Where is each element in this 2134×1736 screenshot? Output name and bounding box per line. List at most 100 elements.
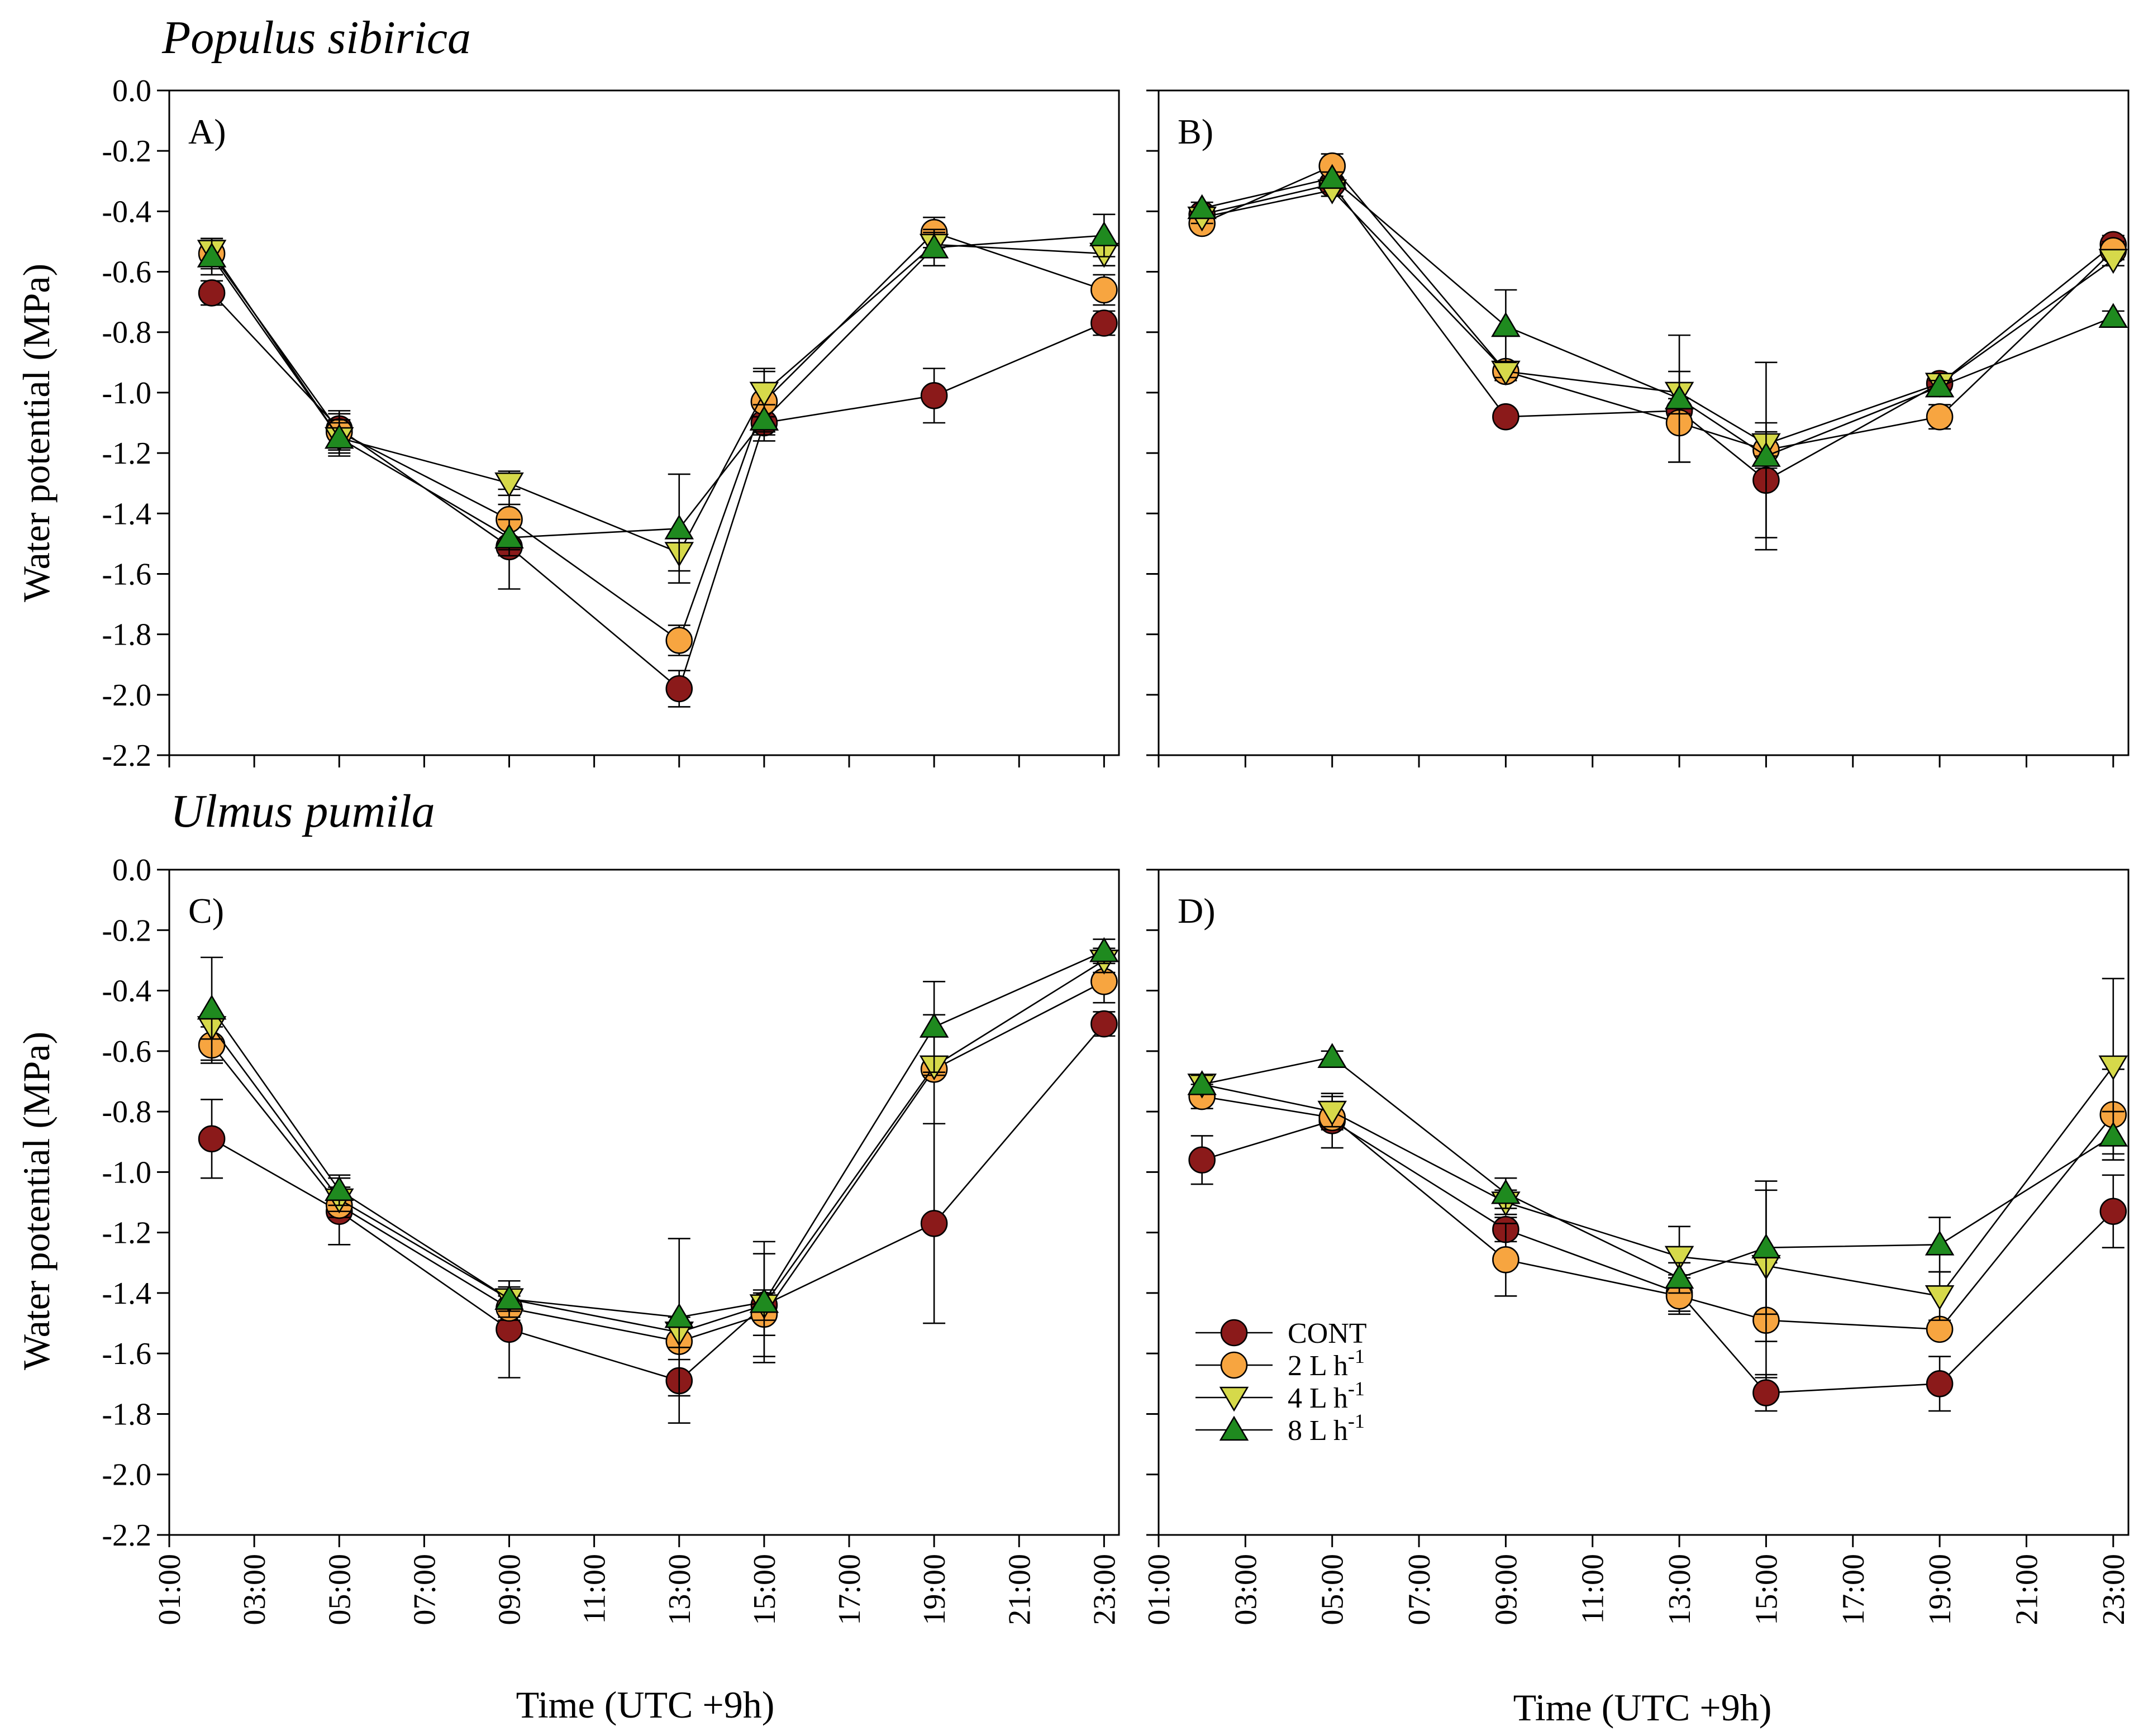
data-point-l2 (665, 627, 693, 654)
series-l8 (197, 937, 1119, 1397)
data-point-l8 (1491, 312, 1521, 337)
data-point-l8 (749, 1287, 779, 1313)
data-point-l8 (919, 233, 949, 259)
plot-frame (1157, 89, 2130, 756)
data-point-l8 (1751, 1233, 1781, 1259)
data-point-l8 (494, 523, 524, 549)
x-tick-label: 13:00 (1663, 1554, 1697, 1625)
data-point-l8 (2098, 303, 2128, 328)
data-point-l8 (1187, 194, 1217, 220)
data-point-l4 (2098, 249, 2128, 274)
y-tick-label: -2.2 (102, 738, 151, 773)
data-point-l8 (1317, 1043, 1347, 1068)
series-line-l8 (211, 235, 1104, 538)
y-tick-label: -0.2 (102, 134, 151, 169)
y-tick-label: -1.2 (102, 1216, 151, 1251)
panel-label: A) (188, 112, 226, 151)
y-tick-label: -0.8 (102, 1095, 151, 1129)
y-tick-label: -2.0 (102, 678, 151, 713)
legend-label: 8 L h-1 (1288, 1410, 1365, 1447)
x-tick-label: 17:00 (832, 1554, 867, 1625)
x-tick-label: 05:00 (1316, 1554, 1350, 1625)
data-point-l8 (1664, 1263, 1694, 1289)
x-tick-label: 01:00 (153, 1554, 187, 1625)
species-title-bottom: Ulmus pumila (170, 785, 435, 837)
y-tick-label: -1.6 (102, 557, 151, 592)
series-l4 (197, 231, 1119, 572)
y-axis-title-bottom: Water potential (MPa) (15, 1032, 58, 1370)
plot-frame (168, 869, 1120, 1536)
data-point-l8 (324, 1176, 354, 1201)
legend-marker-l2 (1220, 1351, 1248, 1379)
data-point-l4 (749, 381, 779, 407)
panel-3: 01:00 03:00 05:00 07:00 09:00 11:00 13:00 15:00… (1142, 869, 2131, 1625)
data-point-cont (1090, 1010, 1118, 1038)
legend-item-cont: CONT (1195, 1318, 1367, 1349)
data-point-l8 (324, 423, 354, 449)
series-l4 (1187, 977, 2128, 1342)
data-point-l2 (1492, 1246, 1519, 1274)
x-tick-label: 07:00 (1402, 1554, 1437, 1625)
data-point-cont (1188, 1146, 1216, 1174)
x-tick-label: 11:00 (578, 1554, 612, 1624)
series-line-cont (211, 292, 1104, 690)
series-line-l8 (1202, 1056, 2114, 1279)
data-point-l8 (664, 1303, 694, 1328)
data-point-l8 (919, 1013, 949, 1038)
series-line-l8 (211, 950, 1104, 1318)
y-tick-label: -1.8 (102, 618, 151, 652)
data-point-cont (920, 1210, 948, 1237)
y-tick-label: -1.2 (102, 436, 151, 471)
legend-item-l8: 8 L h-1 (1195, 1410, 1365, 1447)
x-tick-label: 19:00 (1923, 1554, 1957, 1625)
series-l8 (1187, 164, 2128, 551)
legend-marker-l4 (1219, 1386, 1249, 1412)
y-axis-title-top: Water potential (MPa) (15, 264, 58, 602)
x-tick-label: 09:00 (493, 1554, 527, 1625)
y-tick-label: -1.6 (102, 1337, 151, 1371)
data-point-l8 (2098, 1122, 2128, 1147)
y-tick-label: -1.0 (102, 376, 151, 411)
data-point-l2 (1090, 276, 1118, 304)
y-tick-label: -2.2 (102, 1518, 151, 1553)
legend-label: 2 L h-1 (1288, 1345, 1365, 1382)
data-point-cont (1926, 1370, 1954, 1398)
data-point-l8 (197, 994, 227, 1020)
data-point-l4 (1317, 1100, 1347, 1126)
data-point-l4 (2098, 1055, 2128, 1081)
x-tick-label: 21:00 (2009, 1554, 2044, 1625)
data-point-l4 (1664, 1246, 1694, 1271)
series-l2 (198, 960, 1118, 1361)
data-point-l8 (1925, 1230, 1955, 1256)
series-l8 (197, 213, 1119, 584)
data-point-l8 (664, 514, 694, 540)
y-tick-label: -0.8 (102, 316, 151, 350)
series-line-l4 (211, 960, 1105, 1333)
x-tick-label: 03:00 (1228, 1554, 1263, 1625)
data-point-l8 (1089, 937, 1119, 962)
panels: 0.0 -0.2 -0.4 -0.6 -0.8 -1.0 -1.2 -1.4 -1.6 -1.8 -… (102, 74, 2131, 1625)
y-tick-label: 0.0 (112, 853, 151, 888)
data-point-l8 (1491, 1179, 1521, 1204)
plot-frame (1157, 869, 2130, 1536)
x-tick-label: 15:00 (747, 1554, 782, 1625)
data-point-cont (1752, 1379, 1780, 1406)
series-line-cont (1202, 183, 2114, 481)
x-tick-label: 21:00 (1002, 1554, 1037, 1625)
legend-marker-l8 (1219, 1415, 1249, 1441)
series-line-l4 (211, 244, 1104, 554)
series-cont (198, 279, 1118, 708)
series-l4 (197, 947, 1119, 1348)
plot-frame (168, 89, 1120, 756)
legend-item-l2: 2 L h-1 (1195, 1345, 1365, 1382)
panel-0: 0.0 -0.2 -0.4 -0.6 -0.8 -1.0 -1.2 -1.4 -1.6 -1.8 -… (102, 74, 1120, 773)
x-tick-label: 13:00 (663, 1554, 697, 1625)
y-tick-label: -0.4 (102, 194, 151, 229)
y-tick-label: -0.6 (102, 255, 151, 290)
data-point-cont (1492, 403, 1519, 431)
x-tick-label: 03:00 (237, 1554, 272, 1625)
y-tick-label: -0.2 (102, 913, 151, 948)
series-l8 (1187, 1043, 2128, 1315)
series-l4 (1187, 179, 2128, 459)
